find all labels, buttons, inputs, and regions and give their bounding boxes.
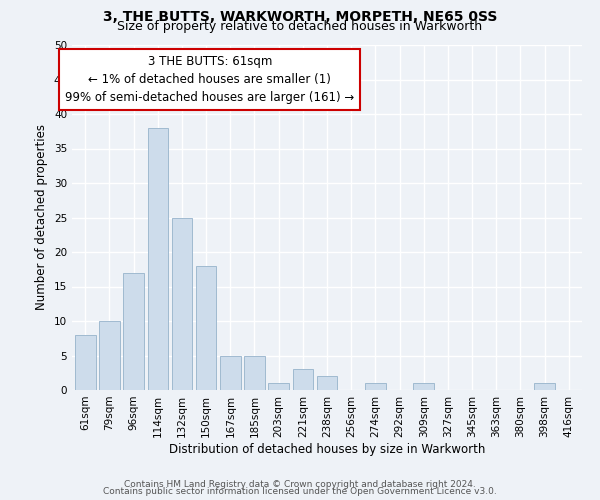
Text: Contains HM Land Registry data © Crown copyright and database right 2024.: Contains HM Land Registry data © Crown c… (124, 480, 476, 489)
Bar (148, 128, 168, 390)
Text: Contains public sector information licensed under the Open Government Licence v3: Contains public sector information licen… (103, 487, 497, 496)
Bar (75, 335, 95, 390)
Bar (534, 383, 555, 390)
Bar (124, 272, 144, 390)
Bar (293, 370, 313, 390)
Bar (268, 383, 289, 390)
Text: 3 THE BUTTS: 61sqm
← 1% of detached houses are smaller (1)
99% of semi-detached : 3 THE BUTTS: 61sqm ← 1% of detached hous… (65, 56, 355, 104)
Bar (365, 383, 386, 390)
Bar (172, 218, 192, 390)
Bar (196, 266, 217, 390)
Bar (99, 321, 120, 390)
Text: 3, THE BUTTS, WARKWORTH, MORPETH, NE65 0SS: 3, THE BUTTS, WARKWORTH, MORPETH, NE65 0… (103, 10, 497, 24)
X-axis label: Distribution of detached houses by size in Warkworth: Distribution of detached houses by size … (169, 442, 485, 456)
Bar (244, 356, 265, 390)
Bar (413, 383, 434, 390)
Text: Size of property relative to detached houses in Warkworth: Size of property relative to detached ho… (118, 20, 482, 33)
Bar (220, 356, 241, 390)
Y-axis label: Number of detached properties: Number of detached properties (35, 124, 49, 310)
Bar (317, 376, 337, 390)
